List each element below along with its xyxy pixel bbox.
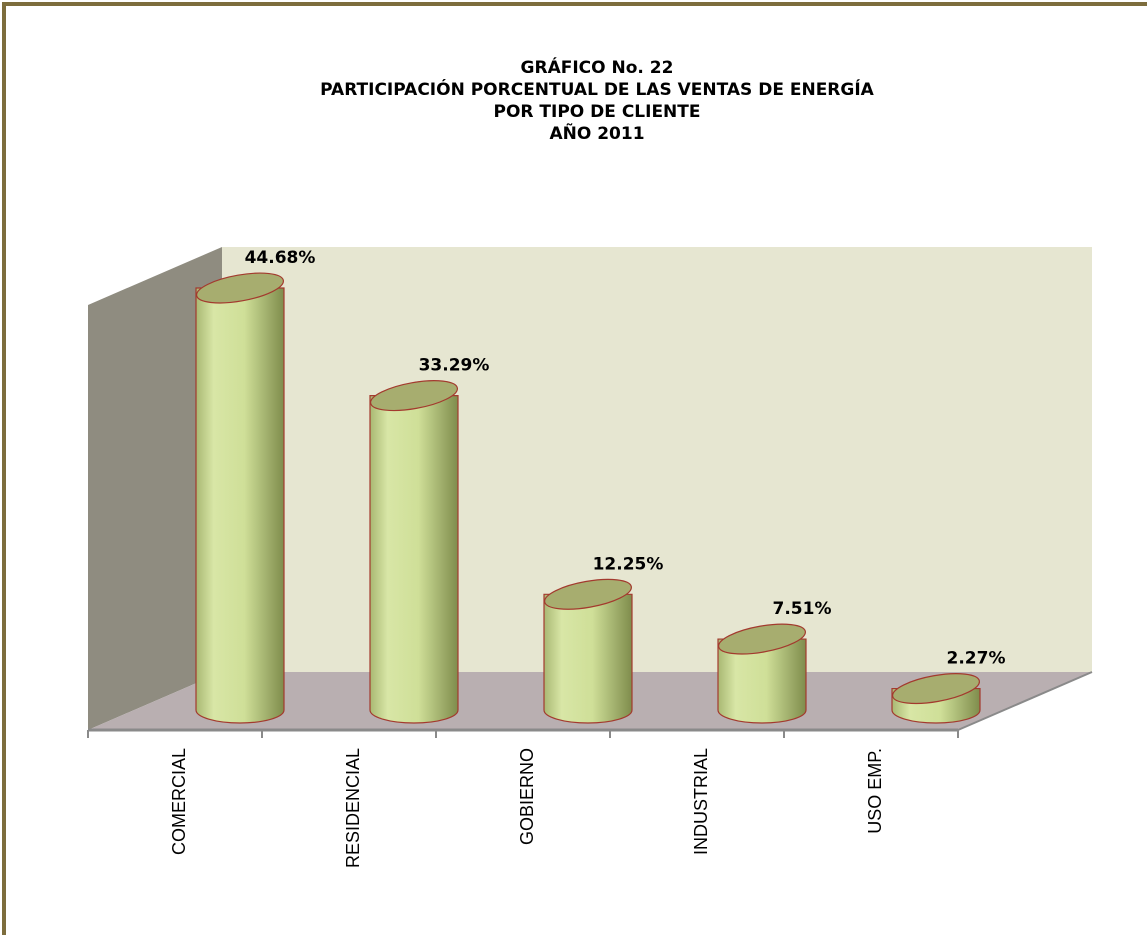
cylinder-top: [196, 272, 284, 304]
x-tick-label: COMERCIAL: [169, 748, 189, 855]
chart-title: AÑO 2011: [549, 121, 644, 144]
cylinder-top: [544, 578, 632, 610]
cylinder: [369, 380, 459, 724]
cylinder-body: [369, 394, 459, 724]
cylinder-body: [195, 287, 285, 724]
floor-side-edge: [957, 671, 1093, 731]
cylinder: [717, 623, 807, 724]
cylinder-top: [892, 673, 980, 705]
cylinder: [543, 578, 633, 724]
cylinder: [195, 272, 285, 724]
value-label: 12.25%: [593, 554, 664, 574]
cylinder-top: [370, 380, 458, 412]
back-wall: [222, 247, 1092, 672]
x-tick-label: GOBIERNO: [517, 748, 537, 845]
chart-title: PARTICIPACIÓN PORCENTUAL DE LAS VENTAS D…: [320, 78, 875, 100]
value-label: 44.68%: [245, 248, 316, 268]
value-label: 33.29%: [419, 356, 490, 376]
x-tick-label: USO EMP.: [865, 748, 885, 834]
x-tick-label: INDUSTRIAL: [691, 748, 711, 855]
cylinder-body: [717, 638, 807, 724]
chart-title: POR TIPO DE CLIENTE: [494, 102, 701, 122]
value-label: 2.27%: [947, 649, 1006, 669]
cylinder: [891, 673, 981, 724]
chart-title: GRÁFICO No. 22: [521, 56, 674, 78]
value-label: 7.51%: [773, 599, 832, 619]
left-wall: [88, 247, 222, 730]
cylinder-top: [718, 623, 806, 655]
x-tick-label: RESIDENCIAL: [343, 748, 363, 868]
cylinder-body: [543, 593, 633, 724]
